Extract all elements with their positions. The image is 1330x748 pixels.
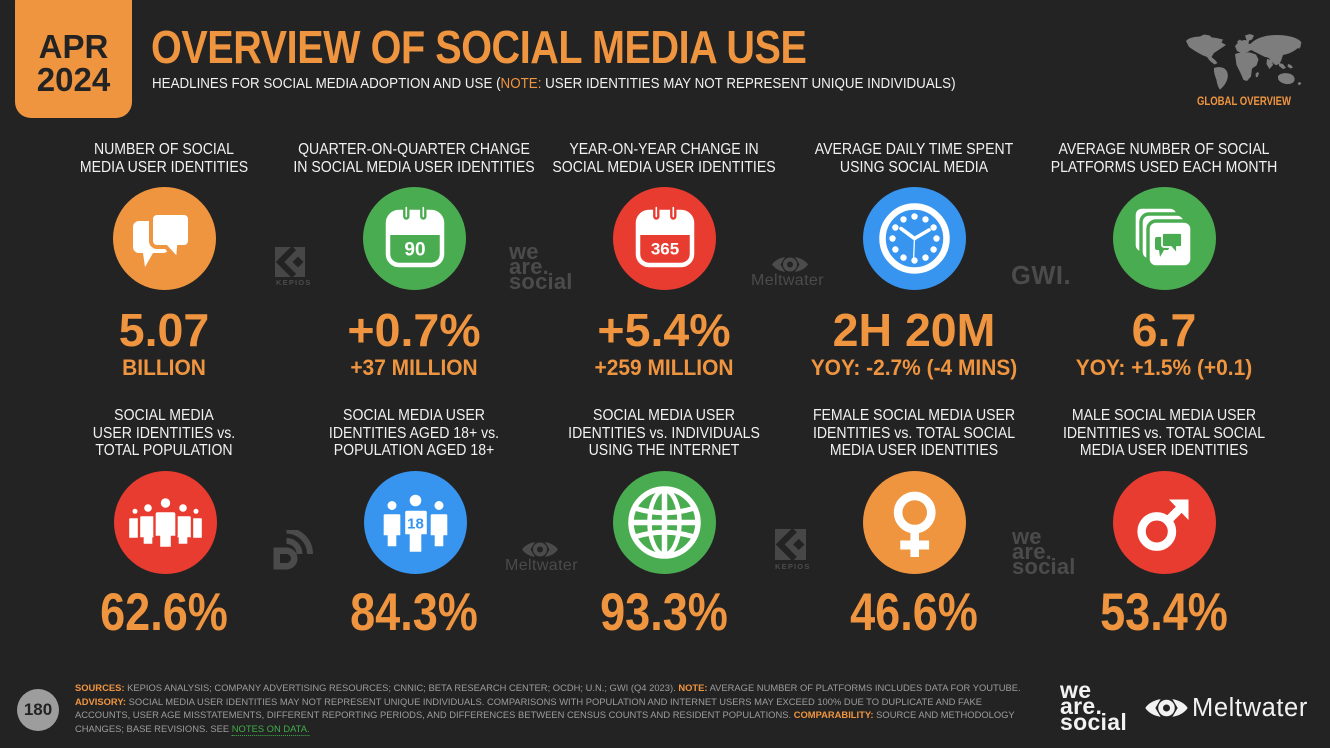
svg-text:90: 90: [404, 240, 425, 261]
svg-text:18: 18: [407, 516, 424, 533]
svg-text:365: 365: [651, 240, 679, 259]
